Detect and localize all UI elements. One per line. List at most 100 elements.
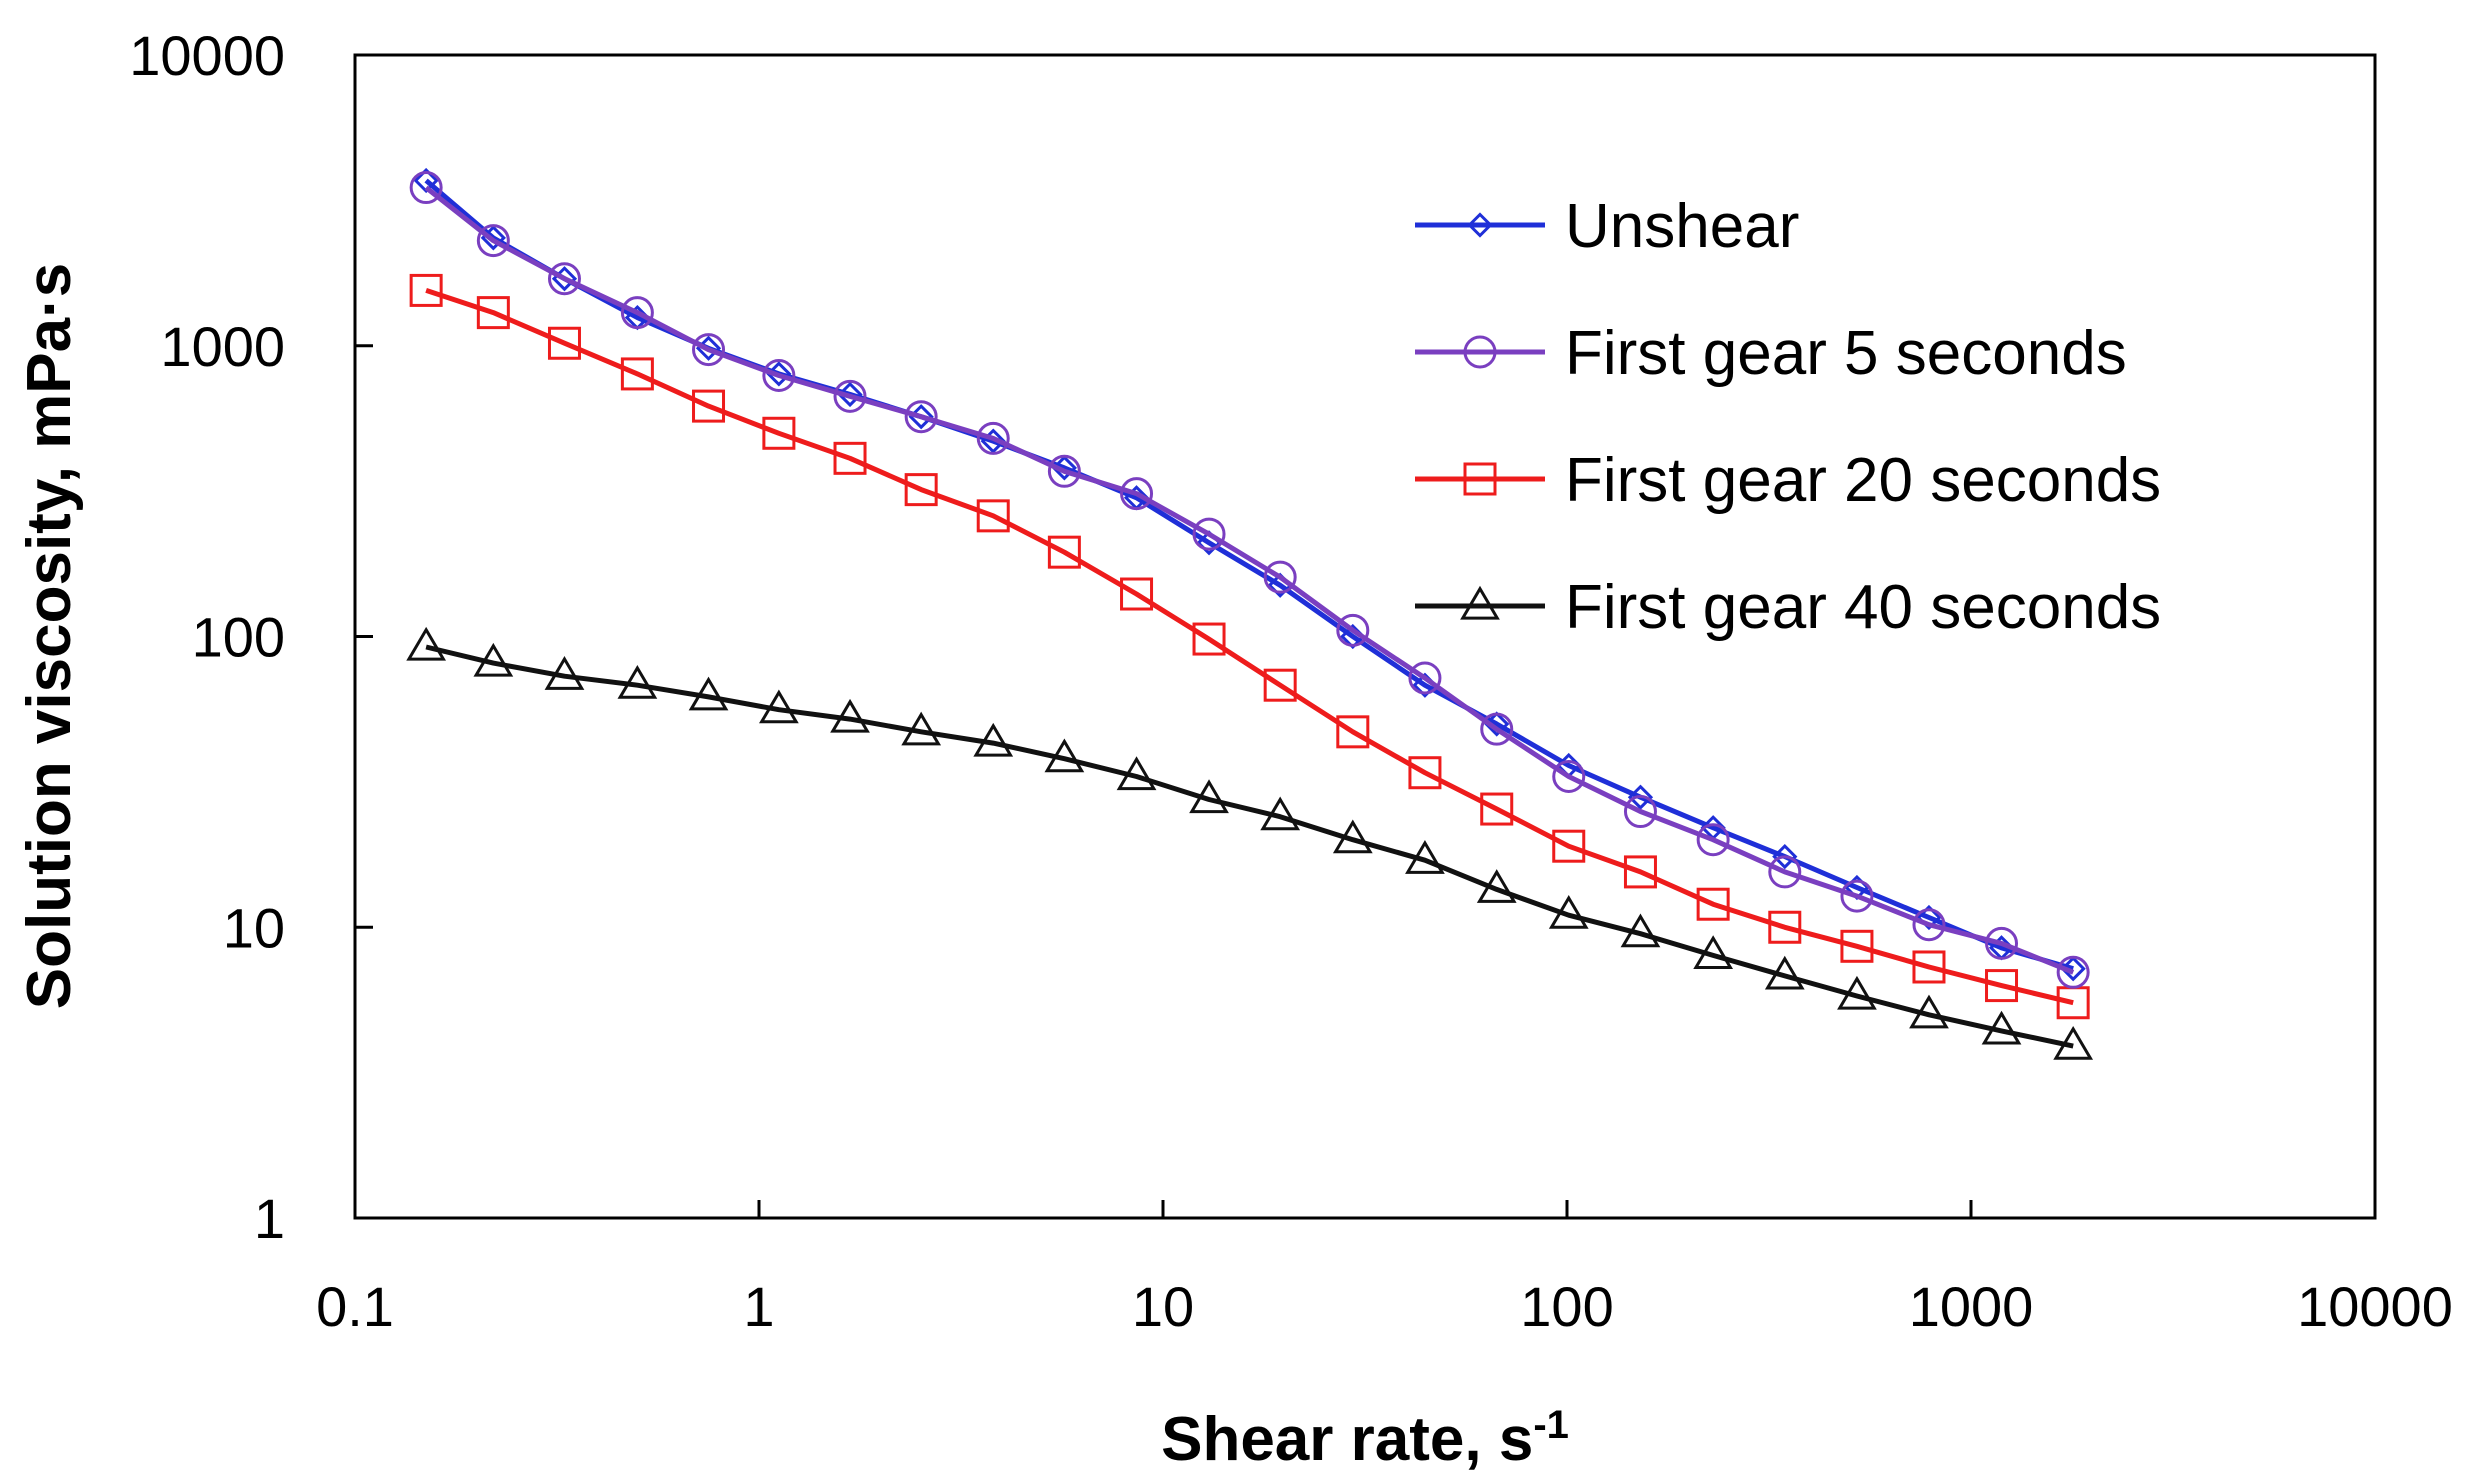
data-point	[1768, 855, 1802, 889]
data-point	[1552, 829, 1586, 863]
y-axis-ticks: 1 10 100 1000 10000	[129, 24, 373, 1250]
data-point	[2060, 956, 2086, 982]
data-point	[547, 262, 581, 296]
data-point	[1623, 795, 1657, 829]
data-point	[1263, 560, 1297, 594]
data-point	[1696, 823, 1730, 857]
data-point	[759, 689, 799, 724]
legend-marker	[1460, 585, 1500, 620]
y-tick-label: 10	[223, 896, 285, 959]
y-tick-label: 10000	[129, 24, 285, 87]
data-point	[1981, 1010, 2022, 1045]
data-point	[620, 296, 654, 330]
data-point	[904, 400, 938, 434]
data-point	[833, 441, 867, 475]
data-point	[1260, 796, 1301, 831]
legend-item: First gear 5 seconds	[1415, 319, 2127, 388]
data-point	[473, 642, 514, 677]
data-point	[1693, 935, 1734, 970]
data-point	[409, 273, 443, 307]
data-point	[1909, 994, 1949, 1029]
data-point	[2056, 955, 2090, 989]
x-tick-label: 1000	[1909, 1275, 2034, 1338]
data-point	[1116, 756, 1157, 791]
legend-item: First gear 40 seconds	[1415, 573, 2161, 642]
data-point	[1480, 712, 1514, 746]
series-line	[424, 185, 2075, 975]
data-point	[1476, 869, 1517, 903]
data-point	[1552, 759, 1586, 793]
data-point	[1840, 879, 1874, 913]
data-point	[1772, 843, 1798, 870]
data-point	[904, 473, 938, 507]
data-point	[976, 499, 1010, 533]
data-point	[1548, 895, 1589, 929]
data-point	[1332, 819, 1373, 854]
data-point	[1985, 926, 2019, 960]
data-point	[1408, 661, 1442, 695]
data-point	[833, 379, 867, 413]
data-point	[476, 224, 510, 258]
data-point	[1768, 910, 1802, 944]
data-point	[2053, 1025, 2094, 1060]
x-tick-label: 100	[1520, 1275, 1613, 1338]
data-point	[1263, 668, 1297, 702]
x-tick-label: 1	[743, 1275, 774, 1338]
data-point	[762, 416, 796, 450]
data-point	[1047, 454, 1081, 488]
data-point	[1696, 887, 1730, 921]
data-point	[1120, 477, 1154, 511]
x-axis-title: Shear rate, s-1	[1161, 1403, 1569, 1474]
data-point	[830, 698, 870, 733]
legend-label: First gear 5 seconds	[1565, 319, 2127, 388]
legend: Unshear First gear 5 seconds First gear 20…	[1415, 192, 2161, 642]
data-point	[1484, 711, 1510, 737]
data-point	[1336, 715, 1370, 749]
legend-marker	[1463, 335, 1497, 369]
data-point	[1764, 955, 1805, 990]
legend-item: Unshear	[1415, 192, 1799, 261]
data-point	[1047, 535, 1081, 569]
data-point	[976, 421, 1010, 455]
data-point	[1480, 792, 1514, 826]
data-point	[688, 676, 729, 711]
data-point	[1408, 756, 1442, 790]
data-point	[1336, 613, 1370, 647]
series-first-gear-40-seconds	[406, 626, 2094, 1060]
series-first-gear-20-seconds	[409, 273, 2090, 1020]
data-point	[1405, 840, 1445, 874]
data-point	[1912, 950, 1946, 984]
legend-label: First gear 40 seconds	[1565, 573, 2161, 642]
y-tick-label: 1000	[160, 315, 285, 378]
data-point	[1620, 913, 1661, 948]
data-point	[409, 171, 443, 205]
data-point	[1837, 975, 1877, 1010]
data-point	[406, 626, 447, 661]
data-point	[1623, 855, 1657, 889]
data-point	[1985, 969, 2019, 1003]
data-point	[544, 656, 585, 690]
y-tick-label: 100	[192, 606, 285, 669]
legend-label: Unshear	[1565, 192, 1799, 261]
data-point	[1912, 908, 1946, 942]
data-point	[1916, 904, 1942, 931]
legend-marker	[1463, 462, 1497, 496]
data-point	[901, 711, 942, 746]
data-point	[413, 167, 439, 194]
data-point	[1120, 577, 1154, 611]
series-first-gear-5-seconds	[409, 171, 2090, 989]
data-point	[1044, 738, 1085, 773]
data-point	[617, 664, 658, 699]
x-tick-label: 10000	[2297, 1275, 2453, 1338]
y-axis-title: Solution viscosity, mPa·s	[15, 263, 84, 1009]
data-point	[692, 333, 726, 367]
x-axis-title-superscript: -1	[1533, 1403, 1569, 1447]
data-point	[1627, 784, 1654, 810]
data-point	[1192, 517, 1226, 551]
data-point	[547, 326, 581, 360]
legend-item: First gear 20 seconds	[1415, 446, 2161, 515]
data-point	[762, 359, 796, 393]
legend-label: First gear 20 seconds	[1565, 446, 2161, 515]
x-axis-ticks: 0.1 1 10 100 1000 10000	[316, 1200, 2453, 1338]
